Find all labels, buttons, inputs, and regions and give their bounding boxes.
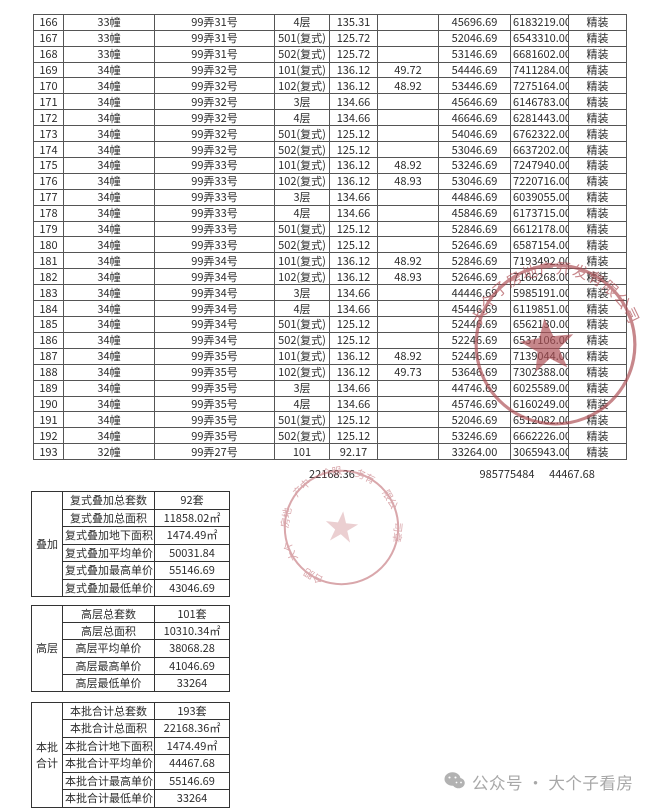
svg-text:产中: 产中 xyxy=(289,475,314,500)
svg-text:务有: 务有 xyxy=(353,465,378,487)
svg-text:大个: 大个 xyxy=(279,539,301,564)
svg-text:房地: 房地 xyxy=(276,506,294,529)
svg-text:司章: 司章 xyxy=(390,522,407,543)
svg-text:介服: 介服 xyxy=(320,462,343,480)
svg-text:大个子房地产开发有限公司: 大个子房地产开发有限公司 xyxy=(465,256,645,327)
